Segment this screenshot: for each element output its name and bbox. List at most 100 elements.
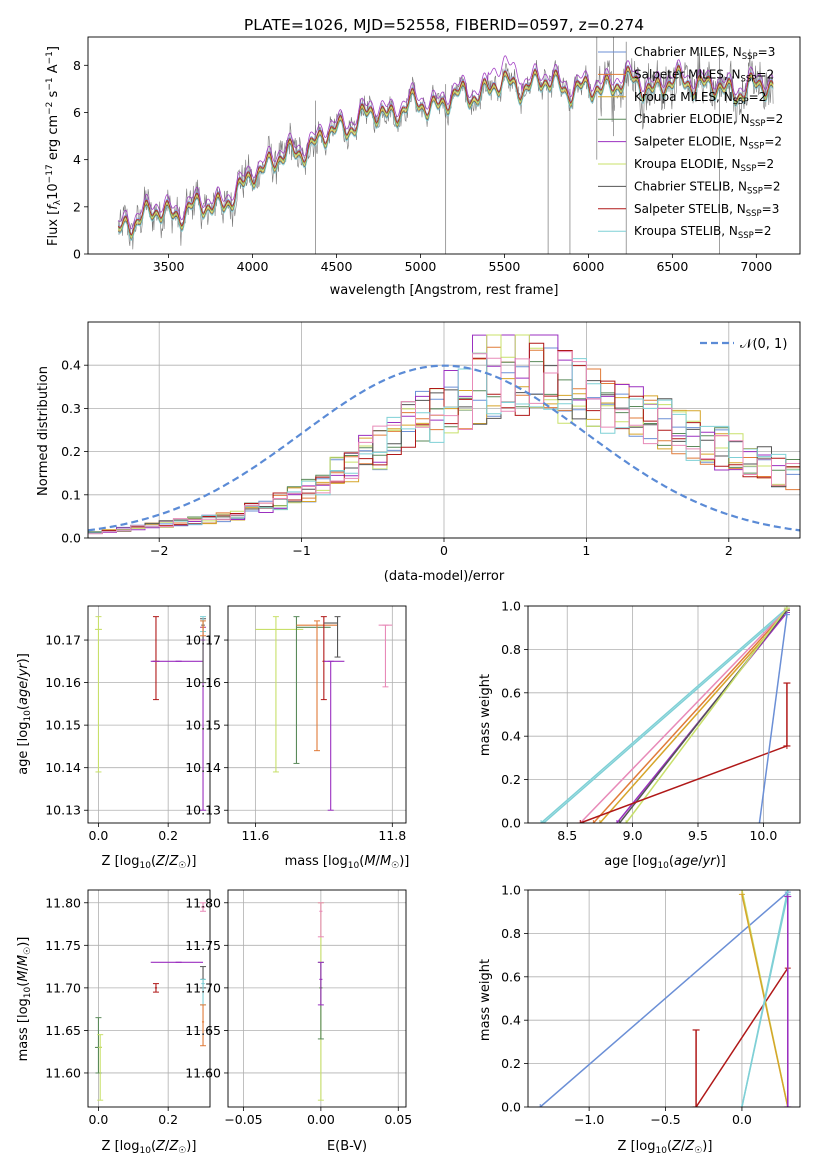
y-tick-label: 0.0 (61, 531, 81, 546)
axes-frame (527, 889, 801, 1108)
x-tick-label: 4500 (321, 259, 353, 274)
y-tick-label: 10.13 (45, 803, 81, 818)
weight-marker-kroupa_stelib (738, 1104, 745, 1107)
axes-frame (87, 36, 801, 255)
weight-line-pink (579, 608, 788, 823)
x-tick-label: 5500 (489, 259, 521, 274)
weight-marker-kroupa_stelib (538, 820, 545, 823)
mass-vs-z-plot-area: 0.0 0.2 11.60 11.65 11.70 11.75 11.80 (45, 889, 211, 1127)
legend-label-kroupa_stelib: Kroupa STELIB, NSSP=2 (634, 224, 772, 241)
legend-label-rest: =2 (763, 179, 781, 193)
x-tick-label: 3500 (153, 259, 185, 274)
weight-marker-kroupa_stelib (540, 820, 547, 823)
y-tick-label: 0 (73, 247, 81, 262)
y-tick-label: 1.0 (501, 599, 521, 614)
y-tick-label: 0.2 (501, 1056, 521, 1071)
legend-label-rest: =2 (756, 67, 774, 81)
weight-marker-chabrier_miles (537, 1104, 544, 1107)
age-vs-z-panel: 0.0 0.2 10.13 10.14 10.15 10.16 10.17 Z [log10… (16, 605, 211, 871)
legend-subscript: SSP (741, 164, 757, 174)
y-tick-label: 10.15 (45, 718, 81, 733)
y-tick-label: 0.8 (501, 926, 521, 941)
x-tick-label: 5000 (405, 259, 437, 274)
gaussian-curve (88, 364, 800, 532)
residual-legend: 𝒩(0, 1) (700, 337, 787, 352)
model-spectrum-kroupa_stelib (117, 71, 774, 242)
weight-line-chabrier_miles (758, 614, 788, 823)
axes-frame (527, 605, 801, 824)
spectrum-xlabel: wavelength [Angstrom, rest frame] (330, 283, 559, 298)
legend-subscript: SSP (746, 209, 762, 219)
y-tick-label: 10.16 (45, 675, 81, 690)
axes-frame (87, 889, 211, 1108)
weight-line-salpeter_stelib (580, 745, 788, 823)
x-tick-label: 0.2 (158, 828, 178, 843)
x-tick-label: 2 (725, 543, 733, 558)
plot-content (255, 616, 393, 811)
spectrum-panel: 3500 4000 4500 5000 5500 6000 6500 7000 0 2 4 6 8 wa… (45, 36, 801, 298)
spectrum-legend: Chabrier MILES, NSSP=3 Salpeter MILES, NS… (598, 45, 783, 241)
y-tick-label: 11.75 (185, 938, 221, 953)
y-tick-label: 0.6 (501, 969, 521, 984)
y-tick-label: 6 (73, 105, 81, 120)
residual-ylabel: Normed distribution (36, 366, 51, 496)
weight-marker-kroupa_miles (596, 820, 603, 823)
y-tick-label: 11.70 (45, 980, 81, 995)
x-tick-label: −0.5 (650, 1112, 680, 1127)
weight-vs-age-ylabel: mass weight (478, 674, 493, 756)
y-tick-label: 0.2 (501, 772, 521, 787)
model-spectrum-salpeter_stelib (117, 65, 774, 236)
legend-label-salpeter_elodie: Salpeter ELODIE, NSSP=2 (634, 135, 782, 152)
legend-label-rest: =2 (766, 112, 784, 126)
legend-subscript: SSP (742, 52, 758, 62)
legend-subscript: SSP (733, 97, 749, 107)
model-spectrum-salpeter_elodie (117, 55, 774, 230)
weight-marker-salpeter_stelib (577, 820, 584, 823)
legend-label-salpeter_miles: Salpeter MILES, NSSP=2 (634, 67, 774, 84)
age-vs-mass-panel: 11.6 11.8 10.13 10.14 10.15 10.16 10.17 mass [… (185, 605, 409, 871)
legend-label-rest: =2 (754, 224, 772, 238)
age-vs-z-ylabel: age [log10(age/yr)] (16, 653, 33, 775)
x-tick-label: −0.05 (224, 1112, 262, 1127)
y-tick-label: 10.17 (45, 633, 81, 648)
y-tick-label: 11.65 (185, 1023, 221, 1038)
y-tick-label: 11.60 (185, 1065, 221, 1080)
weight-line-kroupa_stelib (543, 609, 788, 823)
weight-marker-chabrier_miles (756, 820, 763, 823)
mass-vs-z-ylabel: mass [log10(M/M☉)] (16, 937, 33, 1062)
x-tick-label: 7000 (740, 259, 772, 274)
mass-vs-ebv-xlabel: E(B-V) (327, 1139, 367, 1154)
weight-line-salpeter_stelib (695, 967, 789, 1107)
y-tick-label: 0.8 (501, 642, 521, 657)
y-tick-label: 11.80 (45, 895, 81, 910)
legend-label-chabrier_stelib: Chabrier STELIB, NSSP=2 (634, 179, 781, 196)
weight-marker-chabrier_miles (783, 611, 790, 618)
weight-vs-z-ylabel: mass weight (478, 959, 493, 1041)
age-vs-z-xlabel: Z [log10(Z/Z☉)] (102, 854, 197, 871)
weight-vs-age-plot-area: 8.5 9.0 9.5 10.0 0.0 0.2 0.4 0.6 0.8 1.0 (501, 599, 801, 843)
x-tick-label: −1 (292, 543, 310, 558)
y-tick-label: 10.17 (185, 633, 221, 648)
plot-content (537, 890, 792, 1107)
x-tick-label: 6500 (656, 259, 688, 274)
legend-label-salpeter_stelib: Salpeter STELIB, NSSP=3 (634, 202, 779, 219)
x-tick-label: −1.0 (574, 1112, 604, 1127)
legend-label-rest: =2 (756, 157, 774, 171)
spectrum-ylabel: Flux [fλ10−17 erg cm−2 s−1 A−1] (45, 46, 63, 246)
weight-vs-z-panel: −1.0 −0.5 0.0 0.0 0.2 0.4 0.6 0.8 1.0 Z [log10(Z… (478, 883, 801, 1156)
age-vs-mass-plot-area: 11.6 11.8 10.13 10.14 10.15 10.16 10.17 (185, 605, 407, 843)
weight-marker-salpeter_elodie (613, 820, 620, 823)
model-spectrum-kroupa_elodie (117, 67, 774, 238)
x-tick-label: 8.5 (557, 828, 577, 843)
mass-vs-ebv-panel: −0.05 0.00 0.05 11.60 11.65 11.70 11.75 11.80 E… (185, 889, 412, 1154)
legend-subscript: SSP (748, 142, 764, 152)
svg-text:Flux [fλ10−17 erg cm−2 s−1 A−1: Flux [fλ10−17 erg cm−2 s−1 A−1] (45, 46, 63, 246)
y-tick-label: 0.0 (501, 816, 521, 831)
x-tick-label: 4000 (237, 259, 269, 274)
x-tick-label: 11.6 (241, 828, 269, 843)
plot-content (317, 902, 324, 1101)
legend-label-chabrier_elodie: Chabrier ELODIE, NSSP=2 (634, 112, 783, 129)
figure-title: PLATE=1026, MJD=52558, FIBERID=0597, z=0… (244, 16, 644, 34)
y-tick-label: 11.70 (185, 980, 221, 995)
